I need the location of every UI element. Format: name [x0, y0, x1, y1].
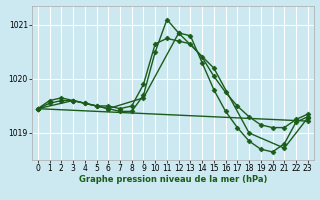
X-axis label: Graphe pression niveau de la mer (hPa): Graphe pression niveau de la mer (hPa) — [79, 175, 267, 184]
